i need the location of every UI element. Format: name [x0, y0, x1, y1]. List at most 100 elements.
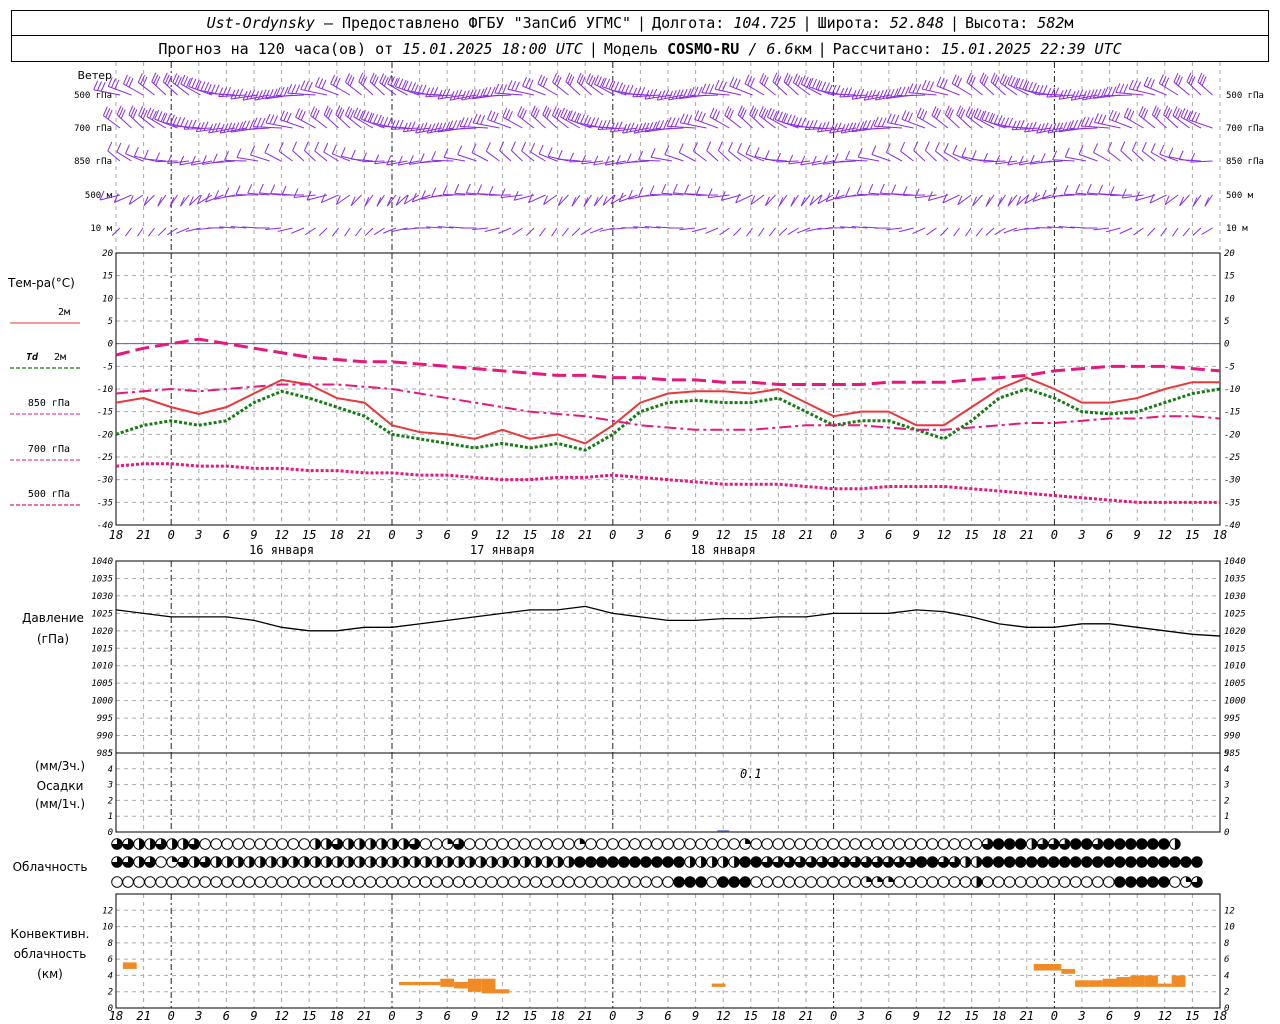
- temp-ytick-left: -35: [97, 498, 113, 508]
- wind-barb-feather: [636, 87, 642, 97]
- cloud-cover-symbol: [596, 876, 608, 888]
- wind-barb-feather: [114, 79, 120, 90]
- cloud-cover-symbol: [926, 876, 939, 888]
- wind-barb-feather: [939, 77, 945, 88]
- wind-barb-shaft: [657, 94, 684, 101]
- wind-barb-feather: [1024, 81, 1030, 91]
- wind-barb-feather: [472, 113, 478, 124]
- cloud-cover-fill: [359, 838, 365, 850]
- wind-barb-feather: [689, 86, 695, 97]
- wind-barb-feather: [750, 195, 756, 205]
- wind-barb-shaft: [295, 116, 316, 129]
- wind-barb-feather: [180, 117, 186, 127]
- temp-xtick-label: 9: [1134, 528, 1141, 542]
- temp-xtick-label: 6: [1106, 528, 1113, 542]
- wind-barb-shaft: [944, 151, 960, 162]
- wind-barb-feather: [292, 141, 298, 151]
- cloud-cover-fill: [607, 856, 619, 868]
- temp-xtick-label: 9: [471, 528, 478, 542]
- wind-barb-shaft: [593, 160, 615, 166]
- cloud-cover-symbol: [992, 876, 1005, 888]
- wind-barb-shaft: [507, 88, 535, 96]
- cloud-cover-symbol: [1047, 876, 1060, 888]
- cloud-cover-symbol: [937, 876, 950, 888]
- wind-barb-feather: [164, 74, 170, 84]
- cloud-cover-symbol: [805, 876, 818, 888]
- wind-barb-shaft: [864, 94, 891, 101]
- wind-barb-feather: [904, 111, 910, 121]
- wind-barb-shaft: [951, 83, 972, 96]
- conv-xtick-label: 3: [857, 1009, 865, 1023]
- wind-barb-shaft: [806, 227, 822, 232]
- wind-barb-shaft: [108, 85, 132, 96]
- wind-barb-shaft: [291, 227, 305, 234]
- wind-barb-feather: [547, 147, 553, 157]
- wind-barb-feather: [759, 73, 765, 83]
- wind-barb-feather: [890, 114, 896, 124]
- wind-barb-feather: [143, 149, 149, 160]
- wind-barb-feather: [330, 74, 336, 85]
- wind-barb-feather: [1051, 123, 1057, 133]
- wind-barb-shaft: [437, 225, 454, 229]
- cloud-cover-symbol: [959, 838, 972, 850]
- wind-barb-shaft: [116, 114, 132, 129]
- wind-barb-feather: [594, 75, 599, 85]
- pres-ytick-right: 1030: [1224, 592, 1246, 602]
- wind-barb-shaft: [172, 125, 201, 129]
- wind-barb-feather: [376, 197, 382, 207]
- conv-xtick-label: 6: [1106, 1009, 1113, 1023]
- wind-barb-feather: [490, 86, 496, 97]
- wind-barb-shaft: [350, 194, 362, 207]
- cloud-cover-fill: [1092, 856, 1104, 868]
- wind-barb-feather: [211, 123, 217, 133]
- conv-xtick-label: 3: [194, 1009, 202, 1023]
- wind-barb-feather: [712, 109, 718, 119]
- cloud-cover-symbol: [937, 838, 950, 850]
- wind-barb-feather: [180, 74, 186, 85]
- wind-barb-shaft: [321, 194, 339, 204]
- wind-barb-feather: [411, 192, 417, 203]
- wind-barb-feather: [995, 154, 1001, 165]
- wind-barb-feather: [594, 117, 600, 127]
- cloud-cover-fill: [425, 856, 431, 868]
- wind-barb-feather: [881, 117, 887, 127]
- wind-barb-shaft: [351, 158, 374, 162]
- cloud-cover-fill: [1015, 838, 1026, 850]
- cloud-cover-symbol: [783, 876, 795, 888]
- cloud-cover-fill: [585, 856, 597, 868]
- wind-barb-shaft: [155, 160, 178, 163]
- pres-ytick-left: 1025: [91, 609, 113, 619]
- wind-barb-feather: [429, 87, 435, 97]
- alt-unit: м: [1064, 14, 1074, 32]
- wind-barb-feather: [557, 196, 563, 206]
- wind-barb-feather: [803, 76, 809, 87]
- conv-xtick-label: 9: [250, 1009, 257, 1023]
- wind-level-label-left: 500 м: [85, 191, 113, 201]
- wind-barb-feather: [287, 83, 293, 94]
- wind-barb-feather: [227, 122, 233, 132]
- wind-barb-shaft: [431, 159, 454, 162]
- wind-barb-feather: [1080, 116, 1086, 127]
- wind-barb-feather: [613, 122, 619, 132]
- cloud-cover-symbol: [254, 838, 267, 850]
- wind-barb-shaft: [916, 116, 937, 129]
- wind-barb-shaft: [744, 83, 765, 96]
- pres-ytick-right: 1040: [1224, 557, 1246, 567]
- wind-barb-shaft: [292, 150, 305, 162]
- wind-barb-feather: [403, 194, 409, 205]
- wind-barb-shaft: [746, 227, 753, 237]
- wind-barb-shaft: [758, 115, 776, 129]
- wind-barb-shaft: [443, 156, 466, 162]
- wind-barb-shaft: [247, 192, 270, 196]
- wind-barb-feather: [632, 87, 638, 98]
- wind-barb-shaft: [230, 225, 247, 229]
- wind-barb-feather: [208, 123, 213, 134]
- wind-barb-feather: [717, 141, 723, 151]
- conv-ytick-right: 6: [1224, 955, 1229, 965]
- cloud-cover-symbol: [882, 838, 895, 850]
- wind-barb-feather: [678, 89, 684, 99]
- wind-barb-shaft: [386, 160, 408, 166]
- wind-barb-shaft: [530, 151, 546, 162]
- wind-barb-shaft: [935, 150, 949, 162]
- wind-barb-feather: [490, 111, 496, 121]
